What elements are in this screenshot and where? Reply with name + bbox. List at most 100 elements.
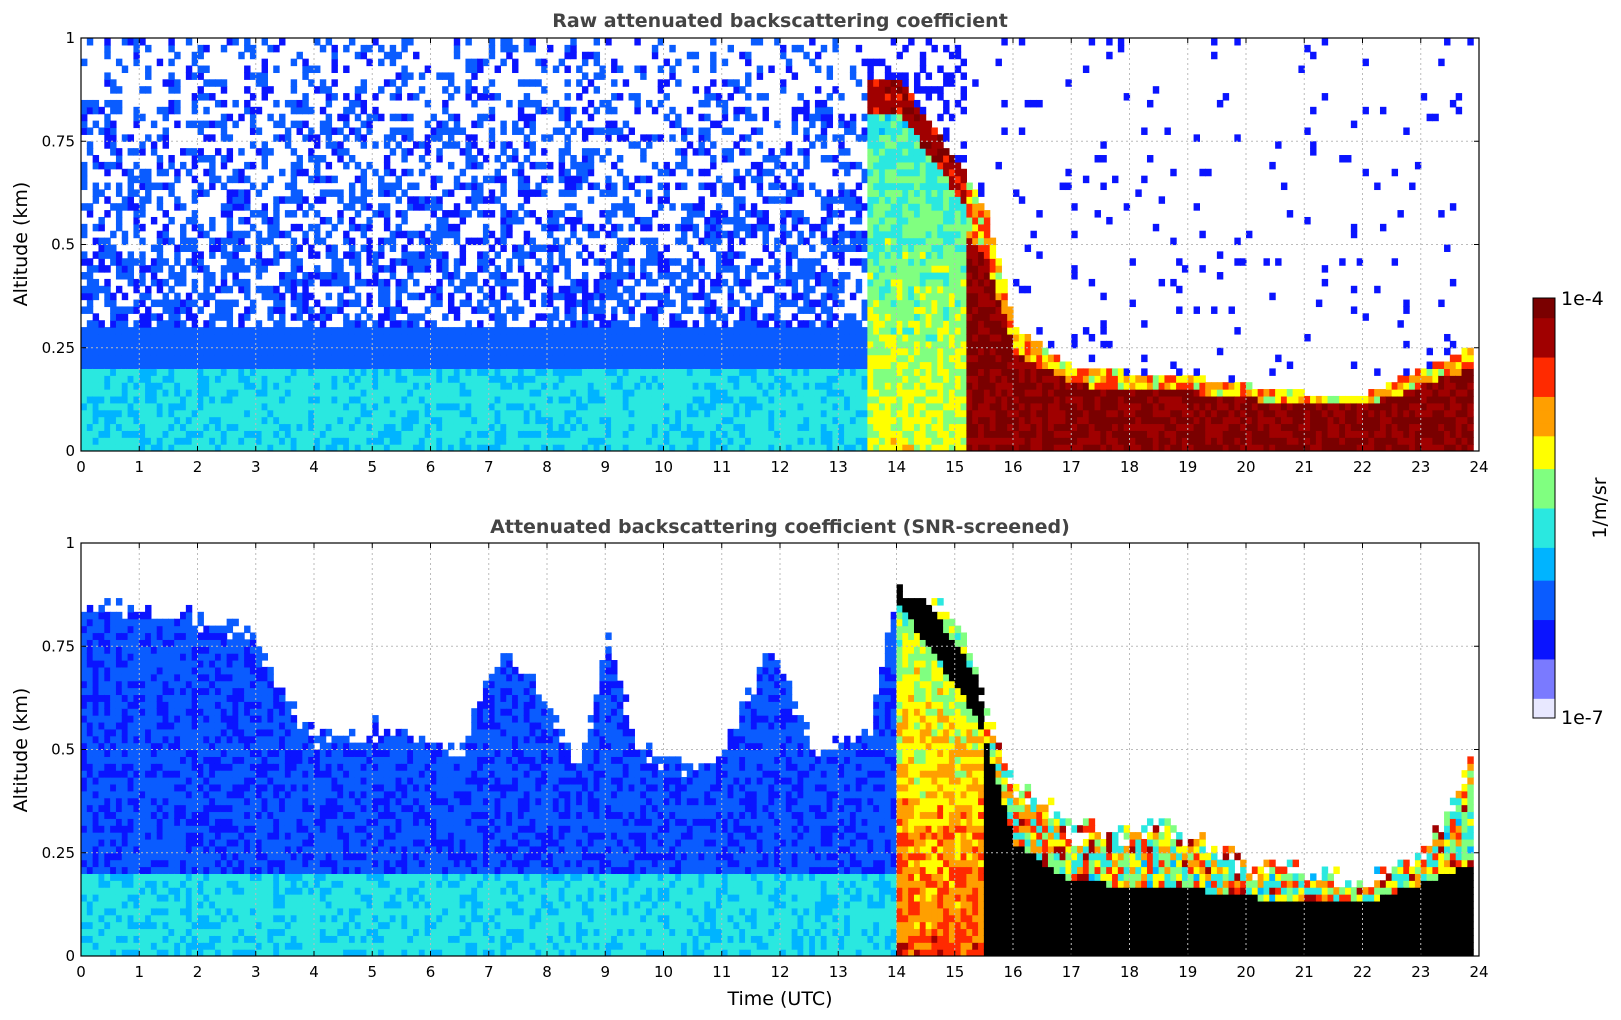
heatmap-cell [360, 409, 368, 418]
heatmap-cell [558, 58, 566, 67]
heatmap-cell [383, 278, 391, 287]
heatmap-cell [727, 333, 734, 342]
heatmap-cell [413, 375, 420, 383]
heatmap-cell [244, 99, 251, 108]
heatmap-cell [529, 141, 536, 149]
heatmap-cell [360, 444, 368, 451]
heatmap-cell [809, 437, 816, 445]
heatmap-cell [378, 237, 385, 246]
heatmap-cell [785, 251, 793, 259]
heatmap-cell [733, 327, 740, 335]
heatmap-cell [139, 361, 146, 369]
heatmap-cell [354, 113, 362, 122]
heatmap-cell [500, 216, 507, 225]
heatmap-cell [191, 395, 199, 404]
heatmap-cell [203, 292, 210, 301]
heatmap-cell [121, 265, 129, 273]
heatmap-cell [401, 285, 408, 294]
heatmap-cell [785, 327, 793, 335]
heatmap-cell [809, 389, 816, 397]
heatmap-cell [110, 340, 117, 349]
heatmap-cell [389, 113, 397, 122]
heatmap-cell [541, 368, 548, 376]
heatmap-cell [197, 437, 204, 445]
heatmap-cell [780, 86, 787, 94]
heatmap-cell [395, 72, 402, 80]
heatmap-cell [372, 93, 379, 101]
heatmap-cell [820, 230, 828, 239]
heatmap-cell [774, 120, 781, 129]
heatmap-cell [762, 223, 769, 232]
heatmap-cell [646, 306, 653, 314]
heatmap-cell [791, 368, 799, 376]
heatmap-cell [343, 340, 350, 349]
heatmap-cell [727, 44, 734, 53]
heatmap-cell [715, 265, 723, 273]
heatmap-cell [675, 382, 682, 390]
heatmap-cell [750, 327, 758, 335]
heatmap-cell [348, 237, 356, 246]
heatmap-cell [162, 134, 169, 142]
heatmap-cell [174, 99, 181, 108]
heatmap-cell [465, 182, 472, 191]
heatmap-cell [98, 361, 105, 369]
heatmap-cell [290, 223, 298, 232]
heatmap-cell [209, 423, 216, 431]
heatmap-cell [308, 127, 315, 135]
heatmap-cell [803, 437, 810, 445]
heatmap-cell [494, 265, 501, 273]
heatmap-cell [867, 65, 874, 74]
heatmap-cell [325, 361, 333, 369]
heatmap-cell [413, 368, 420, 376]
heatmap-cell [232, 168, 239, 177]
heatmap-cell [453, 444, 461, 451]
heatmap-cell [529, 382, 536, 390]
heatmap-cell [331, 306, 338, 314]
heatmap-cell [110, 313, 117, 321]
heatmap-cell [873, 278, 880, 287]
heatmap-cell [407, 168, 414, 177]
heatmap-cell [465, 272, 472, 280]
heatmap-cell [535, 347, 542, 356]
heatmap-cell [214, 99, 222, 108]
heatmap-cell [547, 216, 554, 225]
heatmap-cell [494, 93, 501, 101]
heatmap-cell [389, 79, 397, 87]
heatmap-cell [261, 141, 268, 149]
heatmap-cell [663, 389, 670, 397]
heatmap-cell [366, 299, 373, 308]
heatmap-cell [692, 251, 700, 259]
heatmap-cell [849, 216, 857, 225]
heatmap-cell [191, 161, 199, 170]
heatmap-cell [418, 395, 426, 404]
heatmap-cell [477, 299, 484, 308]
heatmap-cell [436, 375, 443, 383]
heatmap-cell [308, 437, 315, 445]
heatmap-cell [92, 320, 100, 328]
heatmap-cell [506, 375, 513, 383]
heatmap-cell [488, 299, 496, 308]
heatmap-cell [477, 306, 484, 314]
heatmap-cell [494, 196, 501, 204]
heatmap-cell [145, 444, 152, 451]
heatmap-cell [453, 141, 461, 149]
heatmap-cell [273, 244, 280, 252]
heatmap-cell [657, 333, 665, 342]
heatmap-cell [704, 395, 711, 404]
heatmap-cell [797, 402, 804, 411]
heatmap-cell [343, 251, 350, 259]
heatmap-cell [669, 120, 676, 129]
heatmap-cell [861, 237, 868, 246]
heatmap-cell [512, 444, 519, 451]
heatmap-cell [453, 437, 461, 445]
heatmap-cell [547, 106, 554, 115]
heatmap-cell [675, 148, 682, 156]
heatmap-cell [81, 333, 88, 342]
heatmap-cell [616, 155, 624, 163]
heatmap-cell [663, 189, 670, 197]
heatmap-cell [249, 210, 257, 218]
heatmap-cell [413, 265, 420, 273]
heatmap-cell [168, 409, 175, 418]
heatmap-cell [855, 333, 863, 342]
heatmap-cell [314, 444, 321, 451]
